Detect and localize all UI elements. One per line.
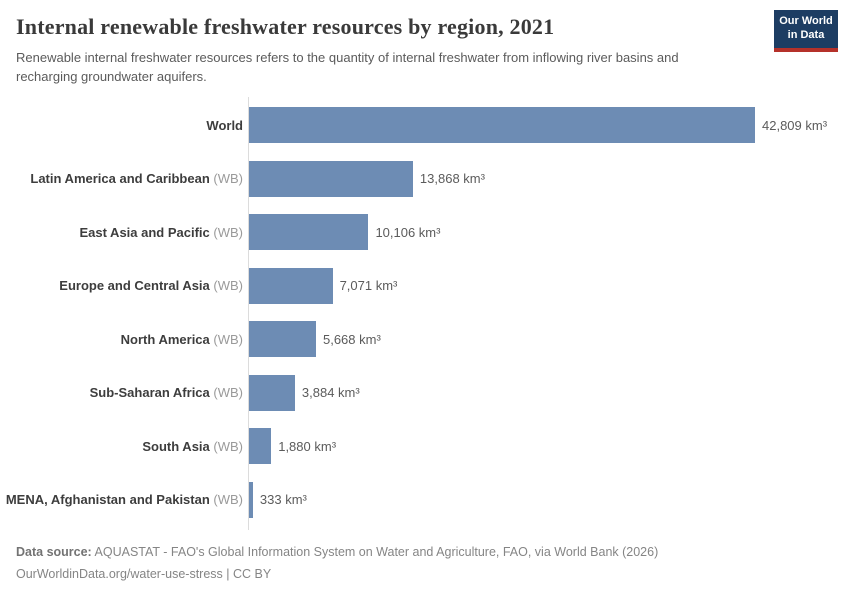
value-label: 7,071 km³ xyxy=(339,278,398,294)
footer-note: OurWorldinData.org/water-use-stress | CC… xyxy=(16,566,272,581)
category-label: East Asia and Pacific (WB) xyxy=(0,225,243,241)
bar[interactable] xyxy=(249,481,253,518)
bar-row: East Asia and Pacific (WB) 10,106 km³ xyxy=(0,206,850,260)
region-name: Europe and Central Asia xyxy=(59,278,210,294)
region-suffix: (WB) xyxy=(209,171,243,187)
bar-row: Latin America and Caribbean (WB) 13,868 … xyxy=(0,152,850,206)
y-axis-line xyxy=(248,96,249,530)
region-name: Latin America and Caribbean xyxy=(30,171,210,187)
value-label: 5,668 km³ xyxy=(322,331,381,347)
owid-logo-line2: in Data xyxy=(787,29,825,41)
region-name: South Asia xyxy=(142,438,210,454)
value-label: 13,868 km³ xyxy=(419,171,485,187)
category-label: North America (WB) xyxy=(0,332,243,348)
category-label: Latin America and Caribbean (WB) xyxy=(0,171,243,187)
region-suffix: (WB) xyxy=(209,331,243,347)
bar[interactable] xyxy=(249,321,316,358)
bar-row: World 42,809 km³ xyxy=(0,99,850,153)
bar[interactable] xyxy=(249,160,413,197)
value-label: 42,809 km³ xyxy=(762,117,828,133)
value-label: 333 km³ xyxy=(259,492,307,508)
region-name: North America xyxy=(120,331,210,347)
value-label: 10,106 km³ xyxy=(375,224,441,240)
category-label: Europe and Central Asia (WB) xyxy=(0,278,243,294)
chart-header: Internal renewable freshwater resources … xyxy=(0,0,850,87)
value-label: 1,880 km³ xyxy=(278,438,337,454)
bar-rows: World 42,809 km³ Latin America and Carib… xyxy=(0,99,850,527)
region-suffix: (WB) xyxy=(209,438,243,454)
bar-row: North America (WB) 5,668 km³ xyxy=(0,313,850,367)
region-name: Sub-Saharan Africa xyxy=(89,385,210,401)
bar-row: South Asia (WB) 1,880 km³ xyxy=(0,420,850,474)
region-name: East Asia and Pacific xyxy=(79,224,210,240)
category-label: Sub-Saharan Africa (WB) xyxy=(0,385,243,401)
bar-chart: World 42,809 km³ Latin America and Carib… xyxy=(0,96,850,530)
region-suffix: (WB) xyxy=(209,224,243,240)
data-source-line: Data source: AQUASTAT - FAO's Global Inf… xyxy=(16,541,834,563)
region-name: MENA, Afghanistan and Pakistan xyxy=(5,492,210,508)
bar-row: Sub-Saharan Africa (WB) 3,884 km³ xyxy=(0,366,850,420)
bar[interactable] xyxy=(249,428,272,465)
chart-subtitle: Renewable internal freshwater resources … xyxy=(16,50,679,84)
bar[interactable] xyxy=(249,374,295,411)
owid-logo-line1: Our World xyxy=(779,15,833,28)
bar-row: Europe and Central Asia (WB) 7,071 km³ xyxy=(0,259,850,313)
bar[interactable] xyxy=(249,267,333,304)
chart-footer: Data source: AQUASTAT - FAO's Global Inf… xyxy=(0,541,850,585)
region-suffix: (WB) xyxy=(209,278,243,294)
bar[interactable] xyxy=(249,214,369,251)
value-label: 3,884 km³ xyxy=(301,385,360,401)
data-source-text: AQUASTAT - FAO's Global Information Syst… xyxy=(94,544,659,559)
data-source-label: Data source: xyxy=(16,544,92,559)
bar[interactable] xyxy=(249,107,755,144)
category-label: South Asia (WB) xyxy=(0,439,243,455)
category-label: World xyxy=(0,118,243,134)
category-label: MENA, Afghanistan and Pakistan (WB) xyxy=(0,492,243,508)
chart-title: Internal renewable freshwater resources … xyxy=(16,14,555,39)
region-suffix: (WB) xyxy=(209,385,243,401)
region-name: World xyxy=(206,117,243,133)
bar-row: MENA, Afghanistan and Pakistan (WB) 333 … xyxy=(0,473,850,527)
owid-logo[interactable]: Our World in Data xyxy=(774,10,838,52)
region-suffix: (WB) xyxy=(209,492,243,508)
